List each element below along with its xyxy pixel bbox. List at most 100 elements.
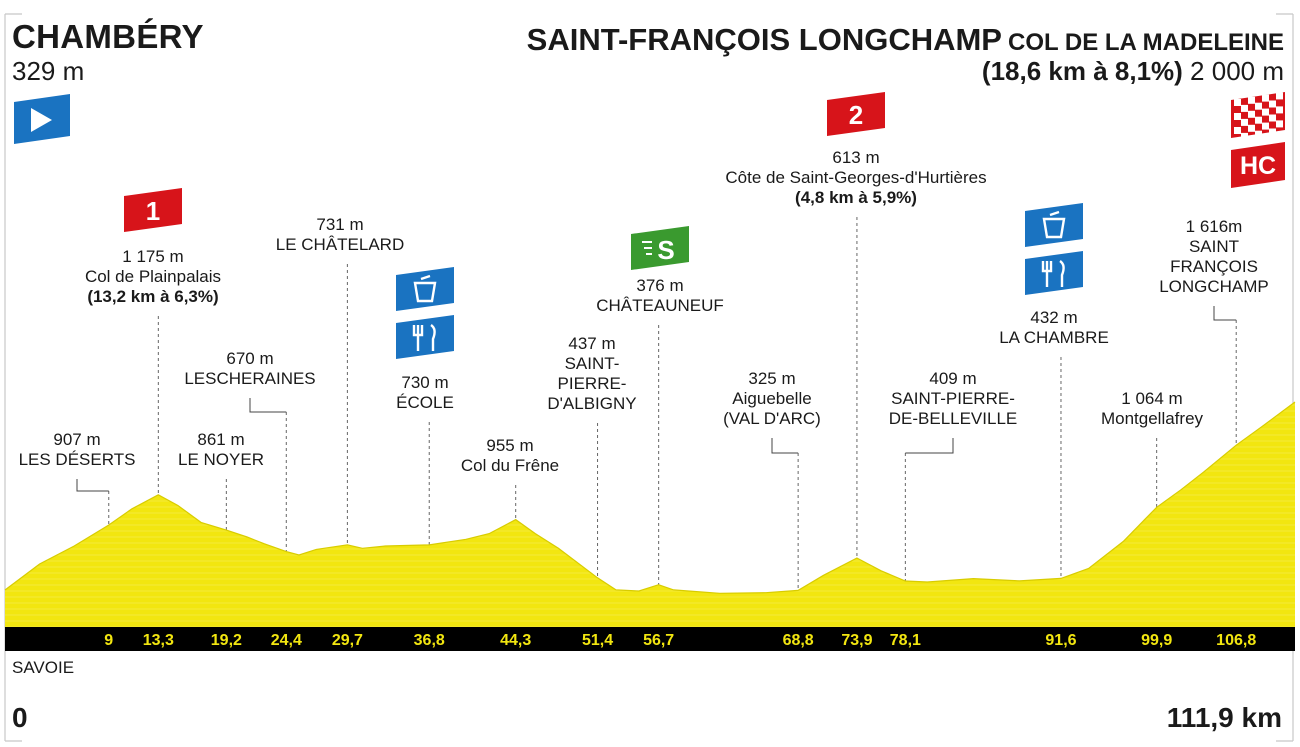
place-name: LA CHAMBRE xyxy=(999,328,1109,347)
climb-stats: (4,8 km à 5,9%) xyxy=(795,188,917,207)
place-leader xyxy=(1213,306,1237,321)
km-tick-label: 73,9 xyxy=(841,632,872,649)
knife-icon xyxy=(430,324,436,351)
finish-town: SAINT-FRANÇOIS LONGCHAMP xyxy=(526,22,1002,57)
place-altitude: 613 m xyxy=(832,148,879,167)
checkered-square xyxy=(1276,92,1283,100)
place-name: DE-BELLEVILLE xyxy=(889,409,1018,428)
checkered-square xyxy=(1269,128,1276,136)
place-name: SAINT- xyxy=(565,354,620,373)
climb-stats: (13,2 km à 6,3%) xyxy=(87,287,218,306)
profile-outline xyxy=(4,401,1296,594)
checkered-square xyxy=(1241,118,1248,126)
start-arrow-icon xyxy=(31,108,52,132)
place-altitude: 325 m xyxy=(748,369,795,388)
km-tick-label: 19,2 xyxy=(211,632,242,649)
km-tick-label: 24,4 xyxy=(271,632,302,649)
place-name: Col du Frêne xyxy=(461,456,559,475)
place-name: ÉCOLE xyxy=(396,393,454,412)
checkered-square xyxy=(1262,108,1269,116)
place-altitude: 955 m xyxy=(486,436,533,455)
finish-climb-stats: (18,6 km à 8,1%) xyxy=(981,56,1183,86)
place-name: Montgellafrey xyxy=(1101,409,1204,428)
finish-col-name: COL DE LA MADELEINE xyxy=(1007,29,1284,56)
sprint-badge xyxy=(631,226,689,270)
place-name: LE CHÂTELARD xyxy=(276,235,404,254)
bin-lid-icon xyxy=(420,274,431,281)
place-name: LE NOYER xyxy=(178,450,264,469)
climb-category-badge xyxy=(827,92,885,136)
place-name: SAINT-PIERRE- xyxy=(891,389,1015,408)
km-tick-label: 13,3 xyxy=(143,632,174,649)
start-altitude: 329 m xyxy=(12,56,85,86)
km-tick-label: 44,3 xyxy=(500,632,531,649)
checkered-square xyxy=(1262,122,1269,130)
place-altitude: 1 616m xyxy=(1186,217,1243,236)
place-name: FRANÇOIS xyxy=(1170,257,1258,276)
km-tick-label: 29,7 xyxy=(332,632,363,649)
place-leader xyxy=(905,438,954,454)
km-tick-label: 9 xyxy=(104,632,113,649)
km-tick-label: 56,7 xyxy=(643,632,674,649)
food-badge xyxy=(1025,251,1083,295)
place-altitude: 376 m xyxy=(636,276,683,295)
place-name: LONGCHAMP xyxy=(1159,277,1269,296)
finish-subtitle: (18,6 km à 8,1%) 2 000 m xyxy=(982,56,1284,87)
place-altitude: 432 m xyxy=(1030,308,1077,327)
checkered-square xyxy=(1248,110,1255,118)
climb-category-number: 2 xyxy=(849,100,863,130)
place-altitude: 907 m xyxy=(53,430,100,449)
feed-zone-badge xyxy=(1025,203,1083,247)
place-leader xyxy=(249,398,287,413)
km-start-label: 0 xyxy=(12,702,28,733)
bin-lid-icon xyxy=(1049,210,1060,217)
place-name: PIERRE- xyxy=(558,374,627,393)
checkered-square xyxy=(1248,124,1255,132)
place-name: Aiguebelle xyxy=(732,389,811,408)
km-tick-label: 36,8 xyxy=(414,632,445,649)
place-name: LESCHERAINES xyxy=(184,369,315,388)
checkered-square xyxy=(1276,106,1283,114)
checkered-square xyxy=(1255,130,1262,138)
bin-icon xyxy=(1042,217,1066,239)
sprint-letter: S xyxy=(657,235,674,265)
km-tick-label: 78,1 xyxy=(890,632,921,649)
place-name: Col de Plainpalais xyxy=(85,267,221,286)
place-name: LES DÉSERTS xyxy=(19,450,136,469)
checkered-square xyxy=(1234,99,1241,106)
place-leader xyxy=(76,479,109,492)
checkered-square xyxy=(1234,127,1241,134)
place-name: Côte de Saint-Georges-d'Hurtières xyxy=(725,168,986,187)
checkered-square xyxy=(1269,114,1276,122)
feed-zone-badge xyxy=(396,267,454,311)
place-altitude: 730 m xyxy=(401,373,448,392)
km-tick-label: 68,8 xyxy=(783,632,814,649)
climb-category-badge xyxy=(124,188,182,232)
place-name: SAINT xyxy=(1189,237,1239,256)
place-altitude: 731 m xyxy=(316,215,363,234)
finish-altitude: 2 000 m xyxy=(1190,56,1284,86)
checkered-square xyxy=(1276,120,1283,128)
start-town: CHAMBÉRY xyxy=(12,18,204,55)
hc-badge xyxy=(1231,142,1285,188)
km-axis-bar xyxy=(5,627,1295,651)
place-name: D'ALBIGNY xyxy=(547,394,636,413)
fork-icon xyxy=(1041,261,1053,287)
place-altitude: 670 m xyxy=(226,349,273,368)
place-altitude: 437 m xyxy=(568,334,615,353)
food-badge xyxy=(396,315,454,359)
checkered-square xyxy=(1248,96,1255,104)
knife-icon xyxy=(1059,260,1065,287)
checkered-square xyxy=(1241,132,1248,140)
place-altitude: 1 175 m xyxy=(122,247,183,266)
checkered-square xyxy=(1269,100,1276,108)
finish-title: SAINT-FRANÇOIS LONGCHAMP COL DE LA MADELE… xyxy=(527,22,1284,58)
checkered-square xyxy=(1234,113,1241,120)
km-end-label: 111,9 km xyxy=(1166,702,1282,733)
place-name: CHÂTEAUNEUF xyxy=(596,296,724,315)
climb-category-number: 1 xyxy=(146,196,160,226)
profile-texture xyxy=(5,402,1295,627)
place-altitude: 409 m xyxy=(929,369,976,388)
region-label: SAVOIE xyxy=(12,658,75,677)
